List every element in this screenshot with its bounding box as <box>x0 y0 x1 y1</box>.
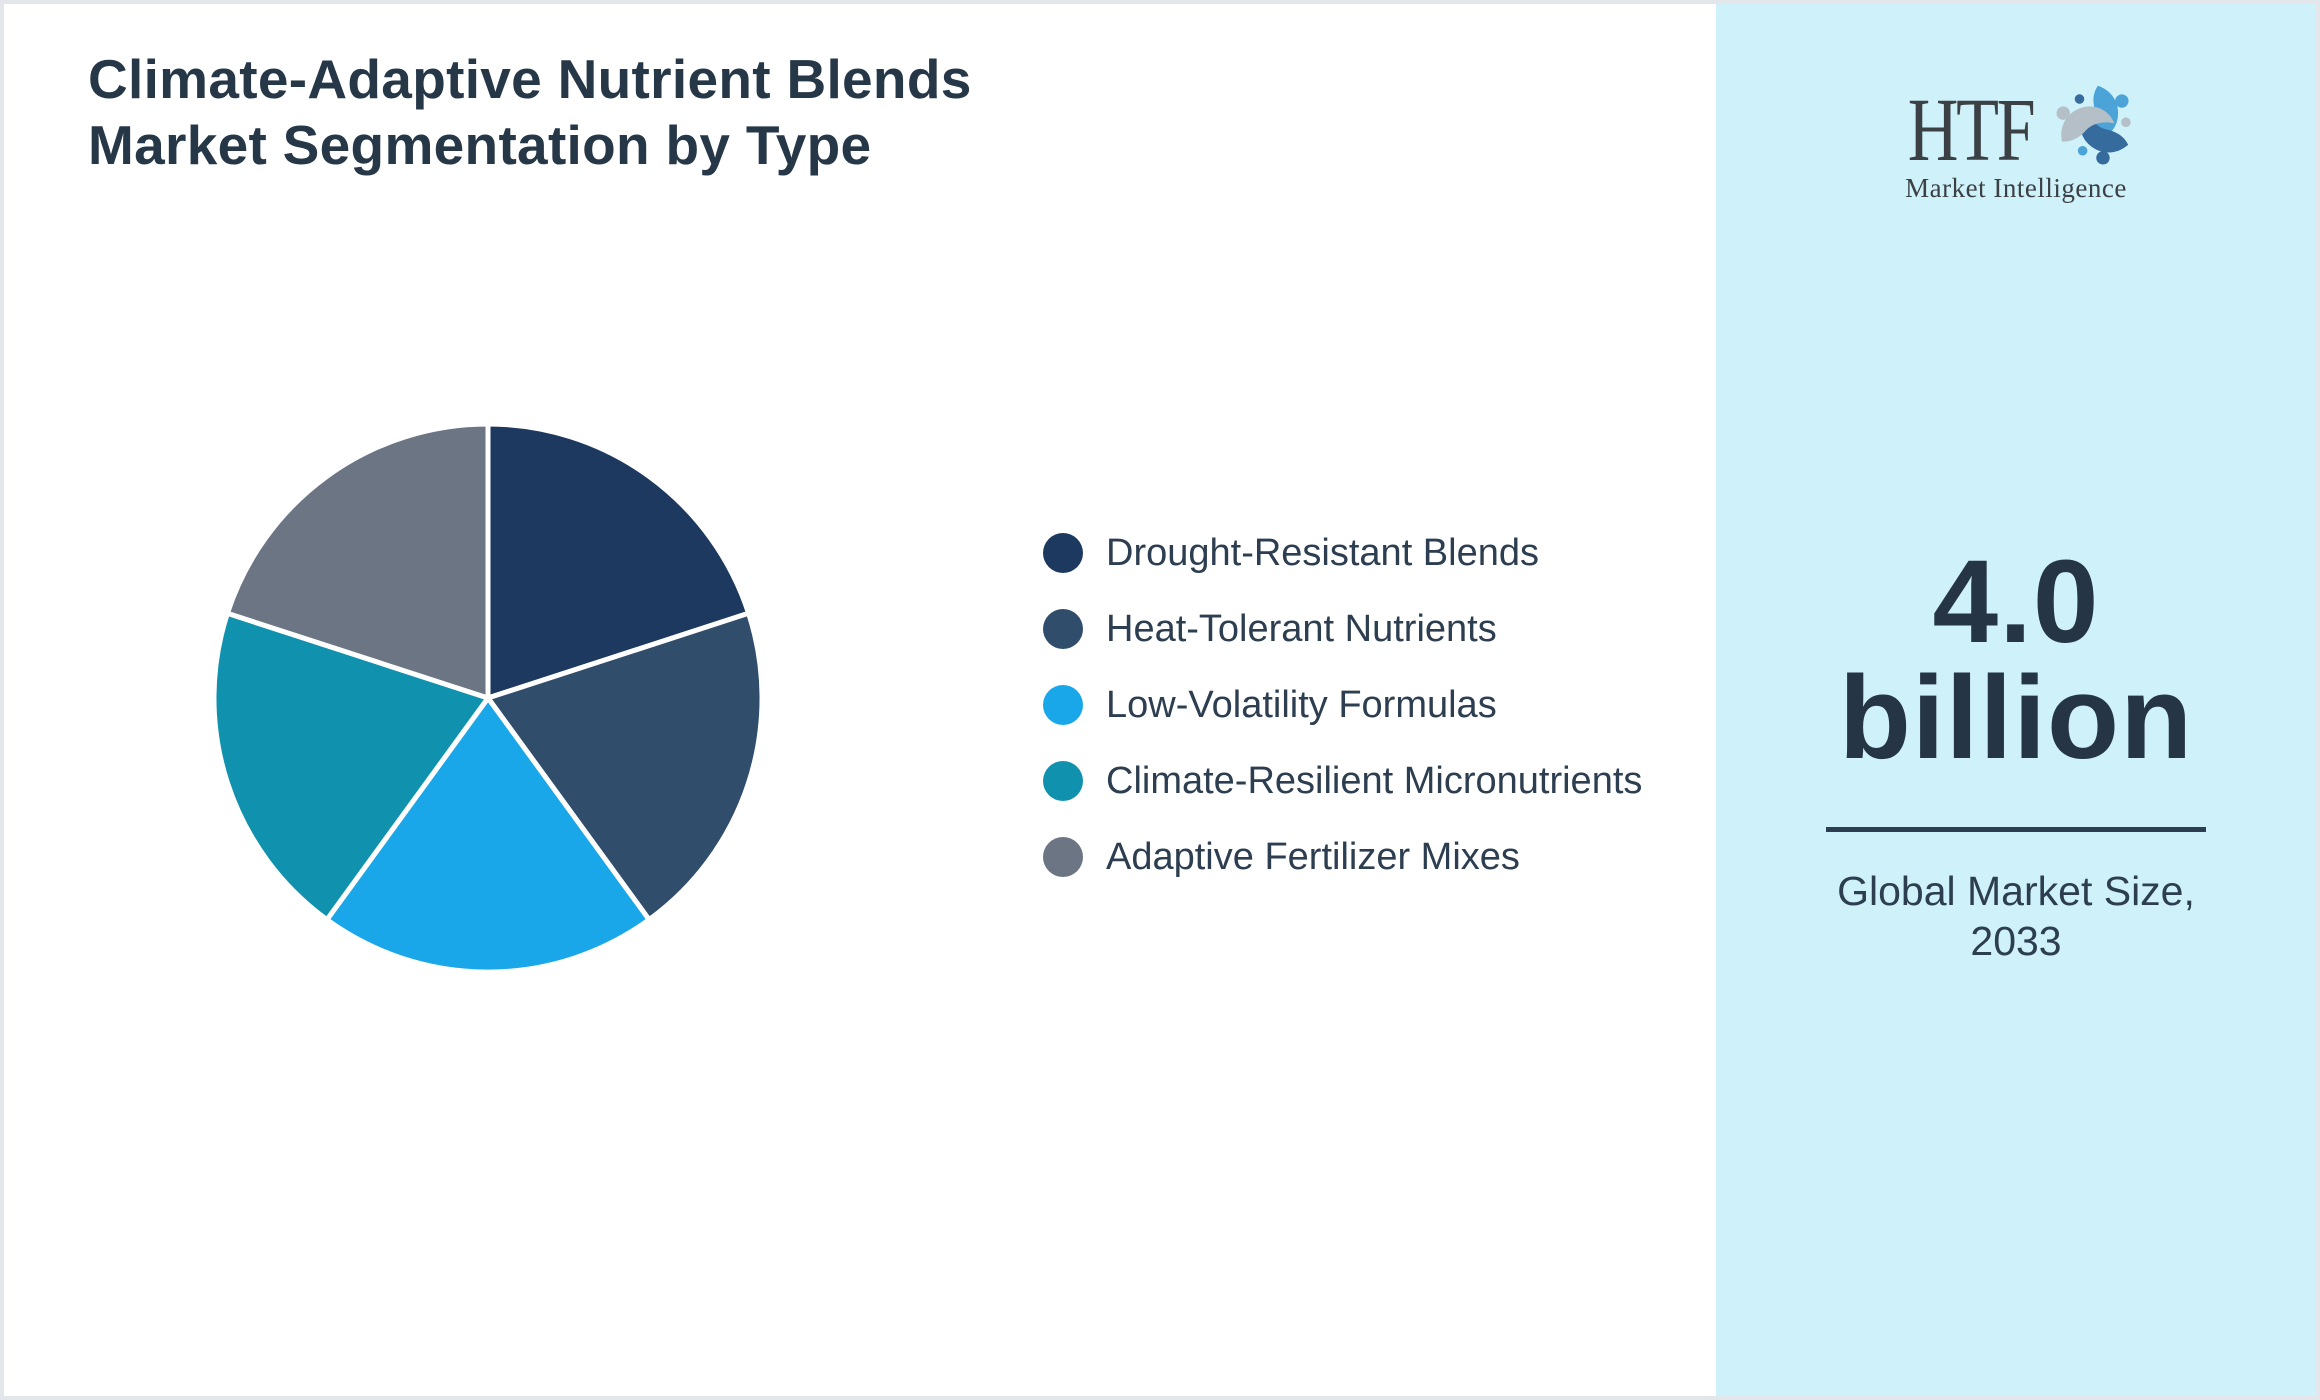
market-size-value-number: 4.0 <box>1932 536 2100 668</box>
htf-logo: HTF Market Intelligence <box>1716 80 2316 204</box>
swirl-figure <box>2074 94 2128 165</box>
legend-item: Drought-Resistant Blends <box>1043 531 1642 574</box>
market-size-caption-line1: Global Market Size, <box>1837 868 2195 914</box>
legend-item: Climate-Resilient Micronutrients <box>1043 759 1643 802</box>
legend-label: Low-Volatility Formulas <box>1106 683 1497 726</box>
legend-item: Low-Volatility Formulas <box>1043 683 1642 726</box>
pie-slice-drought-resistant-blends <box>485 421 752 701</box>
sidebar: HTF Market Intelligence 4.0 billion Glob… <box>1716 4 2316 1396</box>
legend-color-dot-icon <box>1043 685 1083 725</box>
legend-item: Heat-Tolerant Nutrients <box>1043 607 1642 650</box>
swirl-figure <box>2056 106 2131 142</box>
pie-slice-low-volatility-formulas <box>324 695 652 975</box>
page-title: Climate-Adaptive Nutrient Blends Market … <box>88 46 972 178</box>
market-size-caption-line2: 2033 <box>1970 918 2062 964</box>
htf-logo-acronym: HTF <box>1908 81 2036 180</box>
page-title-line1: Climate-Adaptive Nutrient Blends <box>88 48 972 110</box>
legend-label: Climate-Resilient Micronutrients <box>1106 759 1643 802</box>
market-size-value: 4.0 billion <box>1716 536 2316 784</box>
page-title-line2: Market Segmentation by Type <box>88 114 872 176</box>
legend-color-dot-icon <box>1043 609 1083 649</box>
market-size-divider <box>1826 827 2206 832</box>
legend-label: Drought-Resistant Blends <box>1106 531 1539 574</box>
legend-color-dot-icon <box>1043 837 1083 877</box>
htf-swirl-logo-icon <box>2056 85 2131 165</box>
legend-color-dot-icon <box>1043 533 1083 573</box>
htf-logo-top: HTF <box>1890 80 2141 180</box>
pie-chart <box>211 421 765 975</box>
legend-color-dot-icon <box>1043 761 1083 801</box>
pie-slice-adaptive-fertilizer-mixes <box>224 421 491 701</box>
market-size-caption: Global Market Size, 2033 <box>1716 866 2316 966</box>
market-size-value-unit: billion <box>1838 652 2194 784</box>
htf-logo-subtitle: Market Intelligence <box>1905 173 2127 203</box>
legend-label: Heat-Tolerant Nutrients <box>1106 607 1497 650</box>
chart-legend: Drought-Resistant Blends Heat-Tolerant Nu… <box>1043 531 1643 878</box>
legend-label: Adaptive Fertilizer Mixes <box>1106 835 1520 878</box>
pie-slice-climate-resilient-micronutrients <box>211 610 491 923</box>
pie-slice-heat-tolerant-nutrients <box>485 610 765 923</box>
legend-item: Adaptive Fertilizer Mixes <box>1043 835 1642 878</box>
